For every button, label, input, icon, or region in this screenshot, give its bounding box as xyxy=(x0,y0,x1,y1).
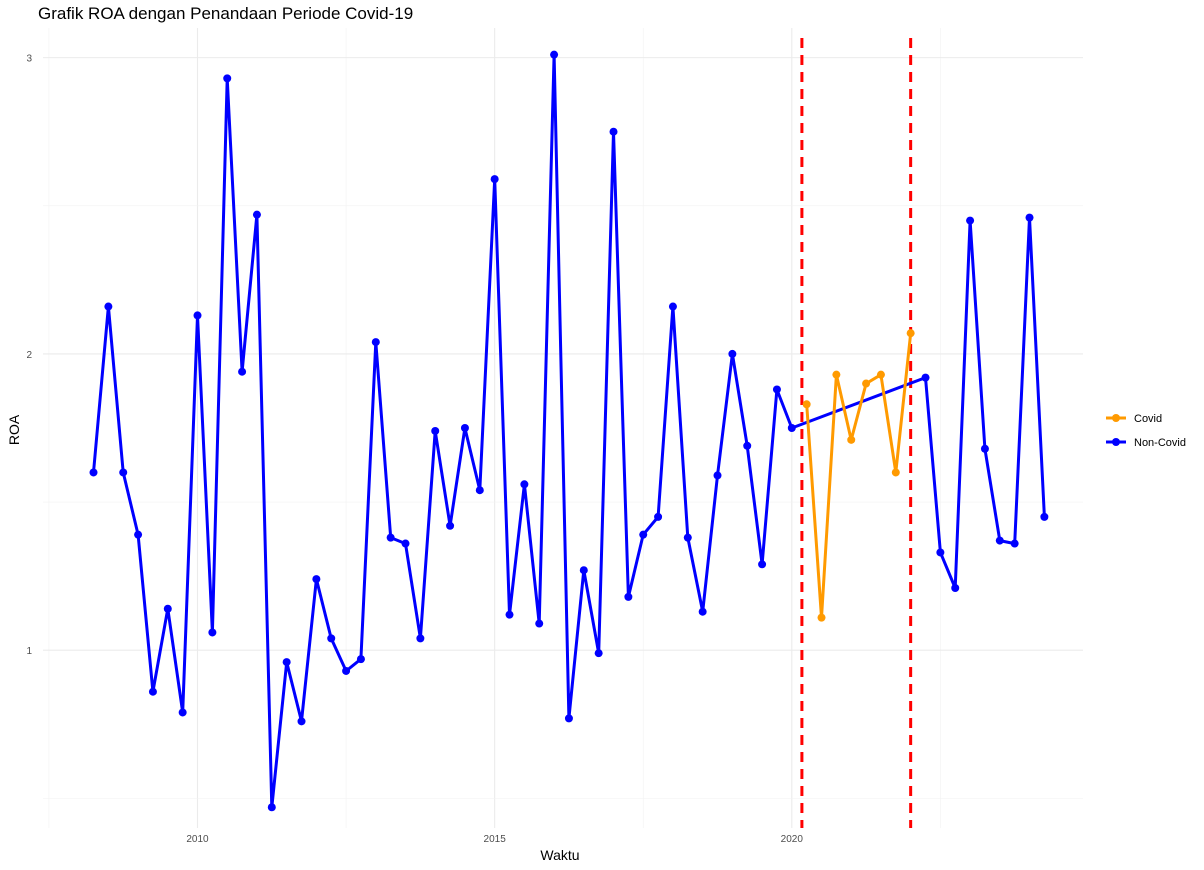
data-point-non-covid xyxy=(624,592,633,601)
data-point-non-covid xyxy=(89,468,98,477)
legend-key-point xyxy=(1112,414,1120,422)
data-point-non-covid xyxy=(193,311,202,320)
data-point-non-covid xyxy=(743,441,752,450)
data-point-non-covid xyxy=(148,687,157,696)
series-line-non-covid xyxy=(92,53,1046,809)
covid-period-markers xyxy=(800,38,913,828)
data-point-non-covid xyxy=(579,566,588,575)
data-point-non-covid xyxy=(535,619,544,628)
data-point-non-covid xyxy=(550,50,559,59)
data-point-non-covid xyxy=(252,210,261,219)
data-point-non-covid xyxy=(966,216,975,225)
data-point-non-covid xyxy=(312,575,321,584)
data-point-non-covid xyxy=(505,610,514,619)
data-point-non-covid xyxy=(520,480,529,489)
data-point-non-covid xyxy=(282,658,291,667)
x-tick-label: 2020 xyxy=(781,834,804,845)
data-point-non-covid xyxy=(386,533,395,542)
data-point-non-covid xyxy=(460,424,469,432)
data-point-non-covid xyxy=(327,634,336,643)
data-point-non-covid xyxy=(787,424,796,432)
data-point-non-covid xyxy=(416,634,425,643)
data-point-covid xyxy=(891,468,900,477)
data-point-non-covid xyxy=(104,302,113,311)
legend-label: Covid xyxy=(1134,413,1162,425)
data-point-non-covid xyxy=(758,560,767,569)
tick-labels: 2010 2015 2020 1 2 3 xyxy=(26,54,803,845)
data-point-non-covid xyxy=(594,649,603,658)
data-point-non-covid xyxy=(609,127,618,136)
data-point-non-covid xyxy=(995,536,1004,545)
data-point-non-covid xyxy=(119,468,128,477)
y-tick-label: 3 xyxy=(26,54,32,65)
x-tick-label: 2015 xyxy=(484,834,507,845)
data-point-covid xyxy=(876,370,885,379)
data-point-covid xyxy=(862,379,871,388)
data-point-non-covid xyxy=(401,539,410,548)
data-point-non-covid xyxy=(371,338,380,347)
data-point-non-covid xyxy=(446,521,455,530)
data-point-non-covid xyxy=(297,717,306,726)
data-point-non-covid xyxy=(951,584,960,592)
data-point-non-covid xyxy=(223,74,232,83)
data-point-non-covid xyxy=(163,604,172,613)
data-point-non-covid xyxy=(238,367,247,376)
data-point-covid xyxy=(817,613,826,622)
data-point-non-covid xyxy=(668,302,677,311)
series-lines xyxy=(92,53,1046,809)
data-point-covid xyxy=(832,370,841,379)
chart-title: Grafik ROA dengan Penandaan Periode Covi… xyxy=(38,4,414,23)
x-axis-title: Waktu xyxy=(540,847,579,863)
legend-key-point xyxy=(1112,438,1120,446)
data-point-covid xyxy=(802,400,811,409)
data-point-non-covid xyxy=(208,628,217,637)
data-point-non-covid xyxy=(1040,512,1049,521)
data-point-non-covid xyxy=(342,666,351,675)
data-point-non-covid xyxy=(134,530,143,539)
data-point-non-covid xyxy=(698,607,707,616)
data-point-non-covid xyxy=(654,512,663,521)
data-point-non-covid xyxy=(178,708,187,717)
data-point-non-covid xyxy=(683,533,692,542)
data-point-non-covid xyxy=(980,444,989,453)
data-point-non-covid xyxy=(475,486,484,495)
legend: Covid Non-Covid xyxy=(1106,413,1186,449)
data-point-non-covid xyxy=(713,471,722,480)
data-point-non-covid xyxy=(639,530,648,539)
y-tick-label: 1 xyxy=(26,646,32,657)
data-point-non-covid xyxy=(431,426,440,435)
data-point-non-covid xyxy=(772,385,781,394)
data-point-non-covid xyxy=(728,349,737,358)
data-point-non-covid xyxy=(490,175,499,184)
y-axis-title: ROA xyxy=(6,414,22,445)
data-point-non-covid xyxy=(356,655,365,664)
data-point-non-covid xyxy=(564,714,573,723)
data-point-non-covid xyxy=(1025,213,1034,222)
y-tick-label: 2 xyxy=(26,350,32,361)
series-points xyxy=(89,50,1049,812)
data-point-non-covid xyxy=(936,548,945,557)
x-tick-label: 2010 xyxy=(186,834,209,845)
series-line-covid xyxy=(805,333,913,620)
data-point-non-covid xyxy=(1010,539,1019,548)
data-point-non-covid xyxy=(921,373,930,382)
data-point-non-covid xyxy=(267,803,276,812)
data-point-covid xyxy=(847,435,856,444)
data-point-covid xyxy=(906,329,915,338)
legend-label: Non-Covid xyxy=(1134,437,1186,449)
